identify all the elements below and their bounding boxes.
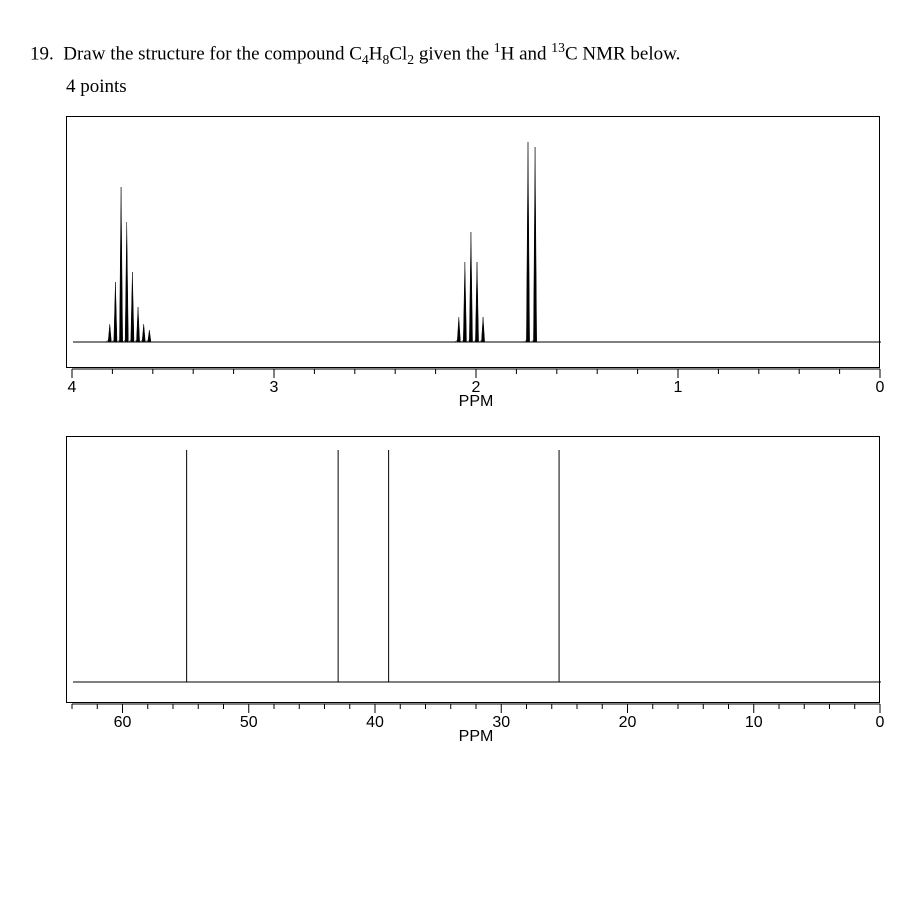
svg-text:10: 10 xyxy=(745,714,763,731)
svg-text:50: 50 xyxy=(240,714,258,731)
svg-text:40: 40 xyxy=(366,714,384,731)
question-number: 19. xyxy=(30,43,54,64)
points-label: 4 points xyxy=(66,76,890,98)
svg-text:30: 30 xyxy=(492,714,510,731)
h-nmr-spectrum xyxy=(66,116,880,368)
h-nmr-svg xyxy=(67,117,887,367)
svg-text:4: 4 xyxy=(68,379,77,396)
svg-text:3: 3 xyxy=(270,379,279,396)
question-text: 19. Draw the structure for the compound … xyxy=(30,40,890,68)
svg-text:PPM: PPM xyxy=(459,728,494,743)
svg-text:20: 20 xyxy=(619,714,637,731)
c-nmr-axis: 60 50 40 30 20 10 0 PPM xyxy=(66,703,886,743)
svg-text:0: 0 xyxy=(876,379,885,396)
svg-text:0: 0 xyxy=(876,714,885,731)
svg-text:PPM: PPM xyxy=(459,393,494,408)
c-nmr-spectrum xyxy=(66,436,880,703)
c-nmr-svg xyxy=(67,437,887,702)
svg-text:60: 60 xyxy=(114,714,132,731)
h-nmr-axis: 43210PPM xyxy=(66,368,886,408)
svg-text:1: 1 xyxy=(674,379,683,396)
